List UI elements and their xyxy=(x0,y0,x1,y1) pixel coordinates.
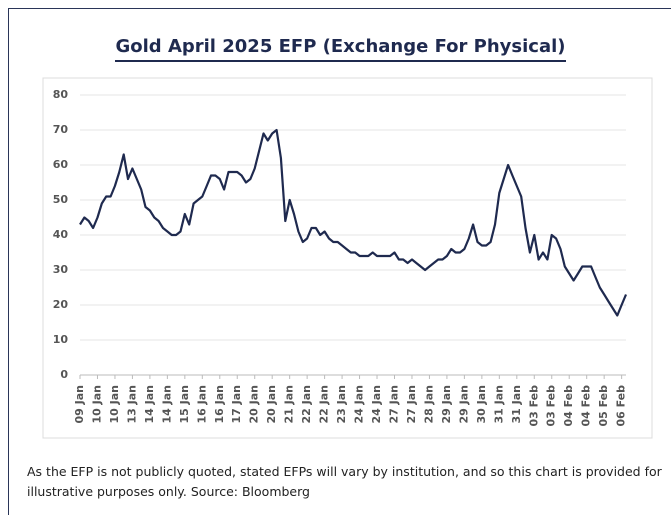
y-tick-label: 10 xyxy=(53,333,69,346)
y-tick-label: 60 xyxy=(53,158,69,171)
x-tick-label: 09 Jan xyxy=(73,385,86,423)
x-tick-label: 04 Feb xyxy=(562,385,575,427)
x-tick-label: 14 Jan xyxy=(160,385,173,423)
x-tick-label: 10 Jan xyxy=(108,385,121,423)
frame xyxy=(8,8,671,515)
chart-title: Gold April 2025 EFP (Exchange For Physic… xyxy=(115,36,566,62)
y-tick-label: 70 xyxy=(53,123,69,136)
data-line xyxy=(79,128,628,317)
x-tick-label: 29 Jan xyxy=(440,385,453,423)
y-tick-label: 0 xyxy=(60,368,68,381)
y-tick-label: 50 xyxy=(53,193,69,206)
x-tick-label: 06 Feb xyxy=(615,385,628,427)
x-tick-label: 17 Jan xyxy=(230,385,243,423)
x-tick-label: 20 Jan xyxy=(248,385,261,423)
x-tick-label: 27 Jan xyxy=(387,385,400,423)
x-tick-label: 22 Jan xyxy=(318,385,331,423)
x-tick-label: 16 Jan xyxy=(213,385,226,423)
x-tick-label: 23 Jan xyxy=(335,385,348,423)
x-tick-label: 04 Feb xyxy=(580,385,593,427)
x-tick-label: 22 Jan xyxy=(300,385,313,423)
x-tick-label: 03 Feb xyxy=(545,385,558,427)
x-tick-label: 27 Jan xyxy=(405,385,418,423)
y-tick-label: 20 xyxy=(53,298,69,311)
x-tick-label: 31 Jan xyxy=(492,385,505,423)
y-tick-label: 40 xyxy=(53,228,69,241)
y-tick-label: 30 xyxy=(53,263,69,276)
x-tick-label: 21 Jan xyxy=(283,385,296,423)
x-tick-label: 10 Jan xyxy=(90,385,103,423)
x-tick-label: 24 Jan xyxy=(353,385,366,423)
y-tick-label: 80 xyxy=(53,88,69,101)
x-tick-label: 16 Jan xyxy=(195,385,208,423)
x-tick-label: 31 Jan xyxy=(510,385,523,423)
x-tick-label: 30 Jan xyxy=(475,385,488,423)
x-tick-label: 13 Jan xyxy=(125,385,138,423)
x-tick-label: 29 Jan xyxy=(457,385,470,423)
x-tick-label: 03 Feb xyxy=(527,385,540,427)
title-box: Gold April 2025 EFP (Exchange For Physic… xyxy=(0,36,671,62)
x-tick-label: 14 Jan xyxy=(143,385,156,423)
chart-border xyxy=(42,77,653,439)
x-tick-label: 24 Jan xyxy=(370,385,383,423)
x-tick-label: 15 Jan xyxy=(178,385,191,423)
x-tick-label: 05 Feb xyxy=(597,385,610,427)
x-tick-label: 28 Jan xyxy=(422,385,435,423)
x-tick-label: 20 Jan xyxy=(265,385,278,423)
footnote: As the EFP is not publicly quoted, state… xyxy=(27,464,662,499)
